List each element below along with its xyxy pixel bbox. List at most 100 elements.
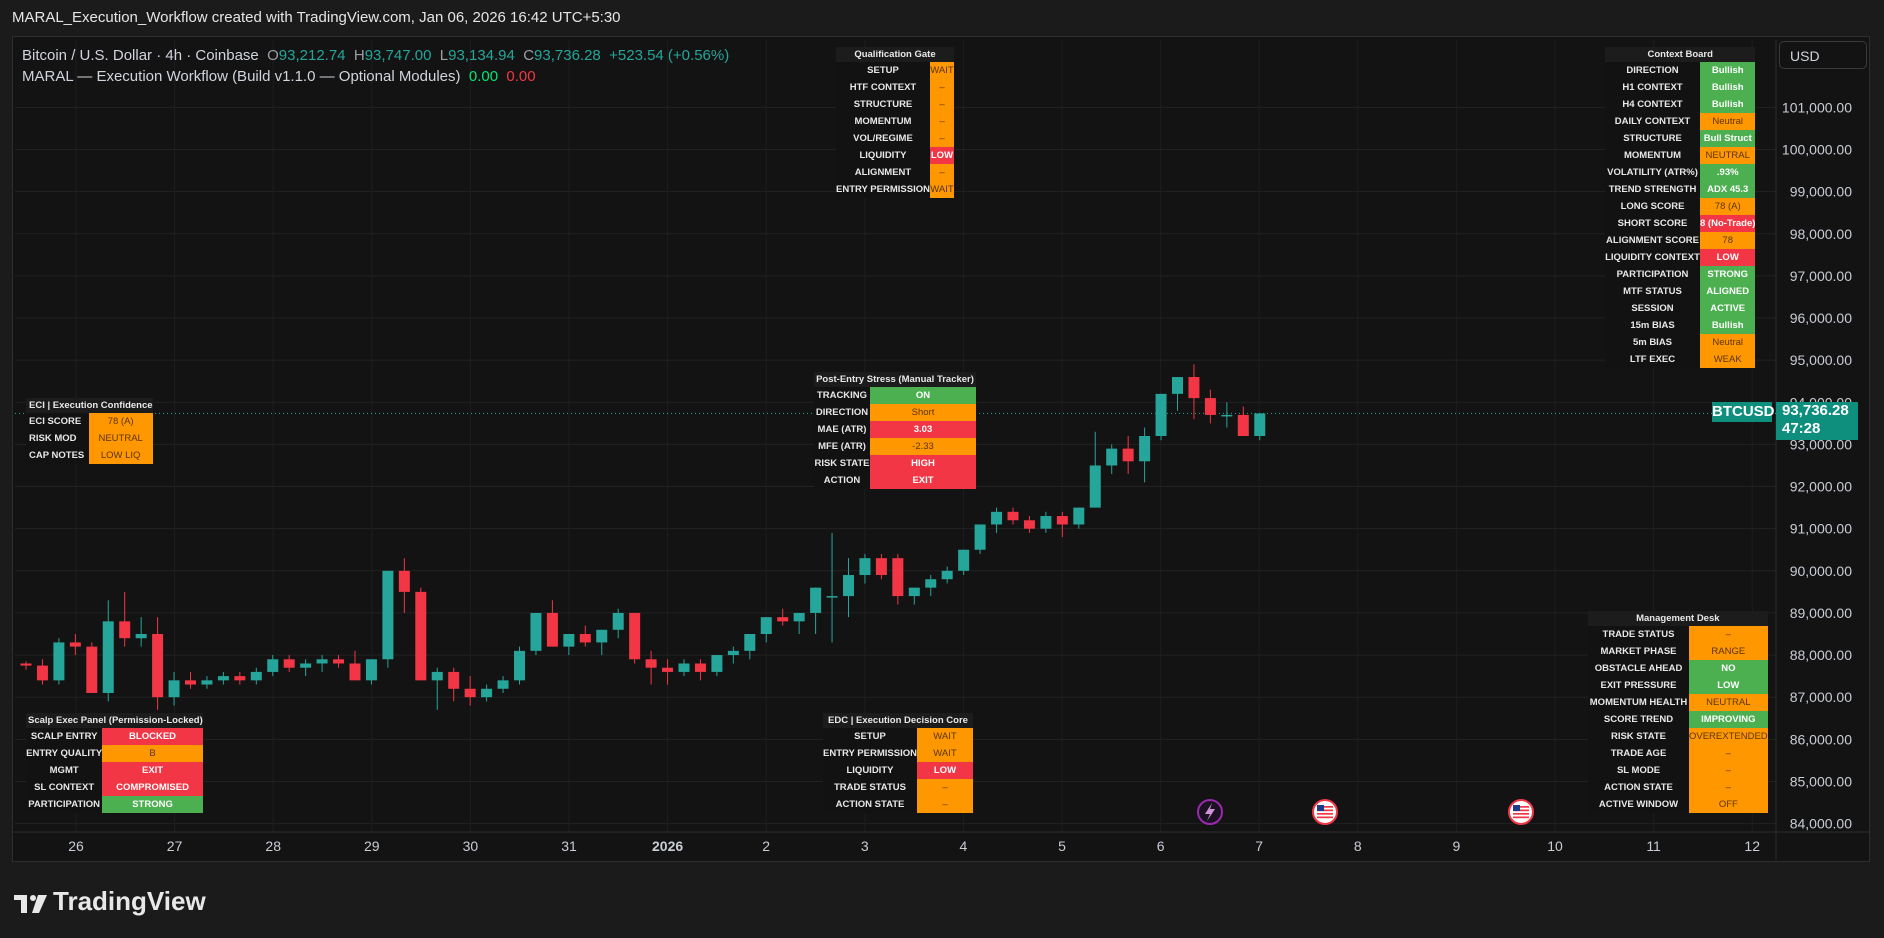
panel-row-label: DIRECTION — [814, 404, 870, 421]
candle — [530, 612, 542, 656]
y-tick-label: 89,000.00 — [1790, 605, 1852, 621]
panel-row: TRADE AGE – — [1588, 745, 1768, 762]
panel-row: SHORT SCORE 8 (No-Trade) — [1605, 215, 1756, 232]
panel-row-label: LIQUIDITY CONTEXT — [1605, 249, 1700, 266]
candle — [645, 650, 657, 685]
panel-row-label: MAE (ATR) — [814, 421, 870, 438]
candle-body — [1007, 511, 1019, 521]
panel-row-label: SHORT SCORE — [1605, 215, 1700, 232]
candle — [1188, 364, 1200, 420]
panel-row-value: NO — [1689, 660, 1768, 677]
candle-body — [1040, 516, 1052, 529]
candle — [365, 659, 377, 685]
candle — [217, 671, 229, 685]
candle — [596, 629, 608, 656]
candle — [234, 671, 246, 685]
candle-body — [1106, 448, 1118, 466]
panel-row-label: DIRECTION — [1605, 62, 1700, 79]
y-tick-label: 87,000.00 — [1790, 689, 1852, 705]
symbol-name[interactable]: Bitcoin / U.S. Dollar · 4h · Coinbase — [22, 47, 259, 64]
candle — [760, 617, 772, 643]
panel-row: PARTICIPATION STRONG — [1605, 266, 1756, 283]
y-tick-label: 91,000.00 — [1790, 521, 1852, 537]
panel-row: MOMENTUM HEALTH NEUTRAL — [1588, 694, 1768, 711]
panel-row: 5m BIAS Neutral — [1605, 334, 1756, 351]
candle-body — [481, 688, 493, 698]
panel-row-value: – — [929, 79, 954, 96]
panel-row-value: B — [102, 745, 203, 762]
us-economic-event-icon[interactable] — [1312, 799, 1338, 825]
panel-title: Qualification Gate — [836, 47, 954, 62]
close-value: 93,736.28 — [534, 47, 601, 64]
footer-brand: TradingView — [53, 886, 206, 916]
candle-body — [579, 634, 591, 643]
candle-body — [694, 663, 706, 672]
panel-row-label: ACTION — [814, 472, 870, 489]
candle — [250, 667, 262, 685]
panel-row: MTF STATUS ALIGNED — [1605, 283, 1756, 300]
panel-row-value: EXIT — [102, 762, 203, 779]
panel-row: SCALP ENTRY BLOCKED — [26, 728, 203, 745]
y-tick-label: 93,000.00 — [1790, 436, 1852, 452]
candle-body — [645, 659, 657, 668]
candle — [497, 676, 509, 693]
panel-row: ALIGNMENT SCORE 78 — [1605, 232, 1756, 249]
panel-row: EXIT PRESSURE LOW — [1588, 677, 1768, 694]
panel-row-value: Neutral — [1700, 113, 1756, 130]
panel-row-value: – — [1689, 762, 1768, 779]
candle-body — [1204, 398, 1216, 415]
candle-body — [1221, 414, 1233, 417]
panel-row: DIRECTION Short — [814, 404, 976, 421]
indicator-name[interactable]: MARAL — Execution Workflow (Build v1.1.0… — [22, 68, 461, 85]
candle-body — [431, 671, 443, 681]
panel-row-value: LOW — [929, 147, 954, 164]
x-tick-label: 5 — [1058, 838, 1066, 854]
candle-body — [1172, 377, 1183, 394]
panel-row: 15m BIAS Bullish — [1605, 317, 1756, 334]
candle — [793, 612, 805, 634]
context-board-panel: Context Board DIRECTION Bullish H1 CONTEXT… — [1605, 47, 1756, 368]
panel-row-label: CAP NOTES — [26, 447, 89, 464]
candle-body — [1023, 520, 1035, 529]
candle — [694, 659, 706, 681]
y-tick-label: 97,000.00 — [1790, 268, 1852, 284]
lightning-event-icon[interactable] — [1197, 799, 1223, 825]
panel-row: ECI SCORE 78 (A) — [26, 413, 153, 430]
panel-row-value: Short — [870, 404, 976, 421]
y-tick-label: 99,000.00 — [1790, 184, 1852, 200]
candle-body — [300, 663, 312, 668]
tradingview-footer[interactable]: TradingView — [14, 886, 206, 917]
panel-row-label: SETUP — [823, 728, 917, 745]
candle — [20, 661, 32, 670]
low-label: L — [439, 47, 449, 64]
y-tick-label: 96,000.00 — [1790, 310, 1852, 326]
eci-panel: ECI | Execution Confidence ECI SCORE 78 (… — [26, 398, 153, 464]
panel-row-value: OVEREXTENDED — [1689, 728, 1768, 745]
us-economic-event-icon[interactable] — [1508, 799, 1534, 825]
panel-row: STRUCTURE Bull Struct — [1605, 130, 1756, 147]
candle-body — [1139, 436, 1151, 462]
panel-row: ACTION STATE – — [823, 796, 973, 813]
panel-row-value: ALIGNED — [1700, 283, 1756, 300]
panel-row-label: RISK MOD — [26, 430, 89, 447]
currency-button[interactable]: USD — [1779, 41, 1867, 69]
x-tick-label: 9 — [1453, 838, 1461, 854]
panel-row-label: SL CONTEXT — [26, 779, 103, 796]
panel-row-label: VOLATILITY (ATR%) — [1605, 164, 1700, 181]
panel-row-value: LOW — [1700, 249, 1756, 266]
candle-body — [448, 671, 460, 689]
panel-row: LIQUIDITY LOW — [836, 147, 954, 164]
panel-row-value: Bullish — [1700, 62, 1756, 79]
candle — [875, 553, 887, 580]
panel-row-label: STRUCTURE — [1605, 130, 1700, 147]
candle-body — [168, 680, 180, 698]
candle — [941, 566, 953, 584]
panel-row-value: WAIT — [929, 181, 954, 198]
candle-body — [398, 570, 410, 592]
panel-row-value: WAIT — [929, 62, 954, 79]
panel-row-value: COMPROMISED — [102, 779, 203, 796]
x-tick-label: 29 — [364, 838, 380, 854]
panel-row-label: MOMENTUM HEALTH — [1588, 694, 1689, 711]
panel-row-label: MOMENTUM — [836, 113, 930, 130]
panel-row: MGMT EXIT — [26, 762, 203, 779]
